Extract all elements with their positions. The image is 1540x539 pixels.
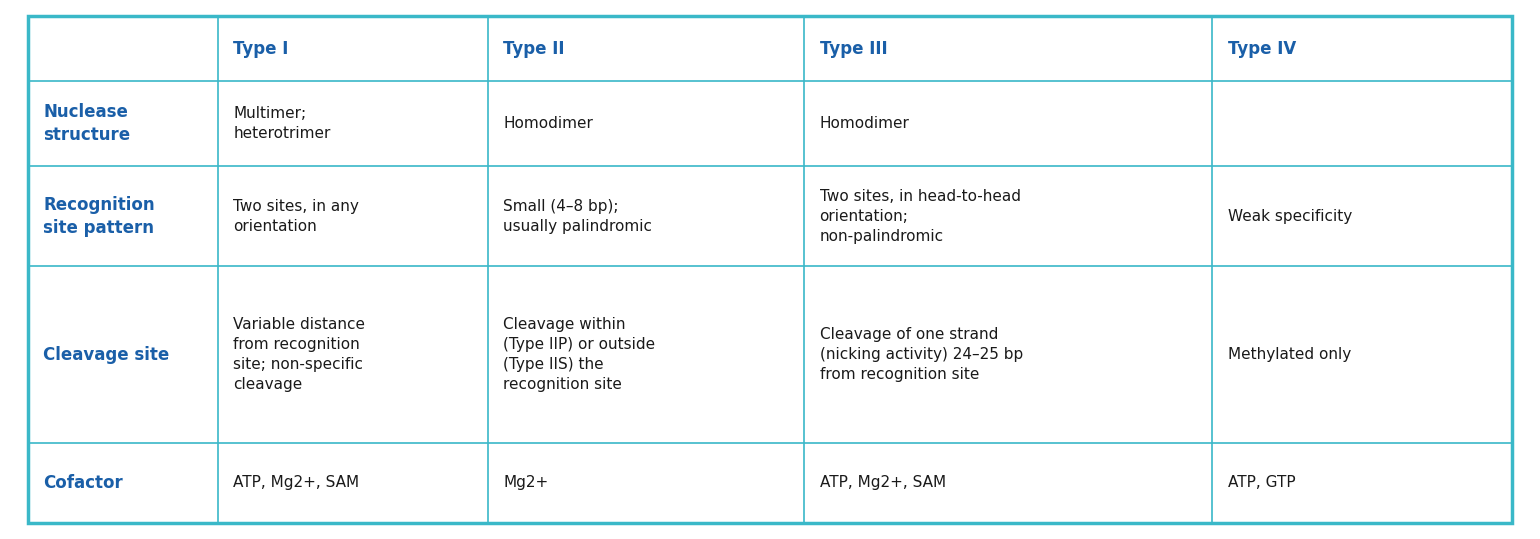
Text: Homodimer: Homodimer [504, 116, 593, 131]
Text: ATP, Mg2+, SAM: ATP, Mg2+, SAM [819, 475, 946, 490]
Text: Variable distance
from recognition
site; non-specific
cleavage: Variable distance from recognition site;… [233, 317, 365, 392]
Text: Cofactor: Cofactor [43, 474, 123, 492]
Text: Methylated only: Methylated only [1227, 347, 1351, 362]
Text: Cleavage within
(Type IIP) or outside
(Type IIS) the
recognition site: Cleavage within (Type IIP) or outside (T… [504, 317, 656, 392]
Text: Two sites, in any
orientation: Two sites, in any orientation [233, 199, 359, 234]
Text: Two sites, in head-to-head
orientation;
non-palindromic: Two sites, in head-to-head orientation; … [819, 189, 1021, 244]
Text: Cleavage site: Cleavage site [43, 345, 169, 364]
Text: Recognition
site pattern: Recognition site pattern [43, 196, 154, 237]
Text: Type I: Type I [233, 39, 288, 58]
Text: ATP, GTP: ATP, GTP [1227, 475, 1295, 490]
Text: ATP, Mg2+, SAM: ATP, Mg2+, SAM [233, 475, 359, 490]
Text: Cleavage of one strand
(nicking activity) 24–25 bp
from recognition site: Cleavage of one strand (nicking activity… [819, 327, 1023, 382]
Text: Multimer;
heterotrimer: Multimer; heterotrimer [233, 106, 331, 141]
Text: Small (4–8 bp);
usually palindromic: Small (4–8 bp); usually palindromic [504, 199, 653, 234]
Text: Type III: Type III [819, 39, 887, 58]
Text: Homodimer: Homodimer [819, 116, 910, 131]
Text: Weak specificity: Weak specificity [1227, 209, 1352, 224]
Text: Type IV: Type IV [1227, 39, 1297, 58]
Text: Type II: Type II [504, 39, 565, 58]
Text: Nuclease
structure: Nuclease structure [43, 103, 131, 144]
Text: Mg2+: Mg2+ [504, 475, 548, 490]
